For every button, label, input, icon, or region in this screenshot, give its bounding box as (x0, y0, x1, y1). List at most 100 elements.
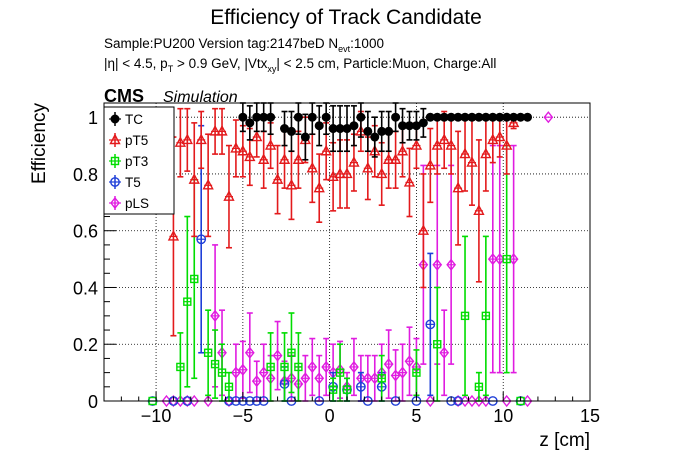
pt5-marker (223, 190, 235, 201)
pls-marker (383, 357, 394, 371)
pt3-point (210, 329, 220, 399)
pt3-point (474, 371, 484, 402)
pt3-point (280, 332, 289, 402)
pt3-marker (377, 374, 386, 383)
pt5-marker (334, 167, 346, 179)
tc-point (349, 105, 359, 147)
selection-cuts: |η| < 4.5, pT > 0.9 GeV, |Vtxxy| < 2.5 c… (104, 56, 496, 74)
t5-marker (355, 381, 366, 392)
pls-point (258, 343, 269, 402)
pls-marker (390, 369, 401, 382)
pt5-marker (216, 124, 228, 136)
pt3-marker (481, 311, 491, 321)
pt5-point (216, 107, 228, 155)
pt5-point (181, 107, 193, 172)
pt3-point (460, 235, 470, 397)
pt3-marker (224, 382, 234, 392)
pls-point (508, 144, 519, 374)
pt3-marker (328, 385, 338, 394)
pt5-marker (209, 124, 221, 136)
pt3-point (287, 312, 296, 394)
tc-point (474, 112, 484, 122)
pt5-marker (306, 161, 318, 173)
pls-marker (251, 375, 262, 388)
tc-marker (307, 112, 317, 122)
pt3-marker (474, 382, 484, 392)
pls-marker (237, 363, 248, 376)
legend-marker-pls (110, 196, 120, 210)
pls-marker (439, 346, 450, 359)
tc-marker (384, 126, 394, 136)
pt3-point (377, 354, 386, 402)
tc-marker (245, 118, 255, 128)
y-axis-label: Efficiency (29, 103, 50, 184)
pls-marker (244, 346, 255, 359)
pt5-point (466, 119, 478, 206)
pt5-marker (396, 144, 409, 156)
pls-point (231, 343, 241, 402)
x-axis-label: z [cm] (539, 430, 590, 451)
tc-marker (418, 118, 428, 128)
t5-marker (196, 234, 207, 245)
pt3-point (328, 377, 338, 402)
pls-marker (231, 366, 241, 379)
pt3-point (203, 309, 213, 397)
pls-marker (314, 372, 325, 385)
legend-marker-t5 (110, 177, 120, 187)
tc-point (321, 102, 331, 136)
pt5-point (313, 153, 325, 223)
pt3-point (294, 332, 303, 402)
x-tick-label: 15 (580, 406, 600, 426)
tc-point (342, 105, 352, 153)
series-pt5 (139, 107, 520, 337)
pt3-marker (183, 297, 192, 306)
pls-marker (258, 366, 269, 379)
pt3-marker (433, 340, 442, 349)
tc-marker (356, 112, 366, 122)
tc-marker (523, 112, 533, 122)
pt5-marker (167, 229, 180, 241)
tc-point (266, 102, 276, 136)
tc-point (280, 110, 290, 147)
tc-point (418, 107, 428, 138)
pls-marker (501, 394, 512, 408)
pls-marker (349, 360, 359, 374)
pls-marker (432, 258, 443, 271)
pt5-marker (494, 130, 506, 142)
pt5-marker (362, 161, 374, 173)
tc-marker (266, 112, 276, 122)
x-tick-label: 0 (325, 406, 335, 426)
pt3-marker (294, 362, 303, 372)
pt5-marker (417, 224, 430, 235)
pt5-marker (348, 156, 360, 167)
pt3-marker (217, 368, 227, 377)
pt5-marker (195, 133, 207, 145)
pt3-marker (280, 362, 289, 372)
pls-marker (321, 360, 332, 374)
tc-marker (321, 112, 331, 122)
tc-point (363, 110, 373, 153)
pt5-marker (188, 173, 200, 184)
legend-label-pt3: pT3 (125, 154, 148, 169)
tc-point (238, 102, 248, 133)
tc-marker (370, 132, 380, 142)
pls-point (446, 164, 457, 365)
pt3-point (224, 371, 234, 402)
pt5-marker (292, 153, 305, 164)
pt3-marker (460, 311, 470, 321)
pls-marker (362, 372, 373, 385)
pt5-point (424, 127, 436, 204)
axis-ticks: −10 −5 0 5 10 15 0 0.2 0.4 0.6 0.8 1 (73, 108, 600, 426)
pt3-marker (210, 359, 220, 369)
pt3-marker (190, 274, 199, 284)
pt3-point (502, 144, 511, 374)
sample-info: Sample:PU200 Version tag:2147beD Nevt:10… (104, 36, 384, 54)
legend-marker-tc (110, 114, 120, 124)
tc-point (370, 116, 380, 158)
plot-area-series (133, 102, 554, 408)
pt5-marker (327, 170, 339, 181)
legend: TC pT5 pT3 T5 pLS (103, 106, 175, 215)
pls-marker (168, 394, 179, 408)
pt5-marker (466, 156, 478, 167)
pls-marker (404, 355, 415, 368)
